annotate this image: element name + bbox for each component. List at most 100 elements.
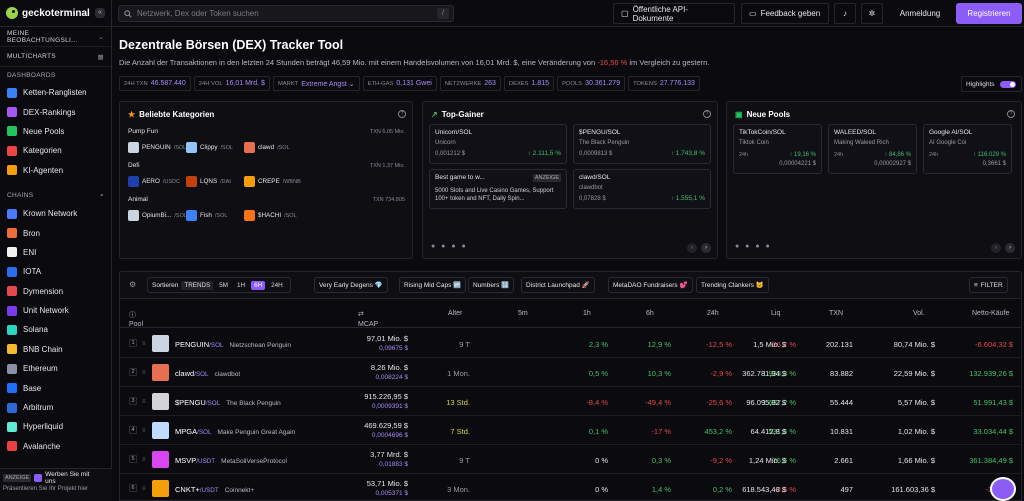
category-token[interactable]: $HACHI/SOL — [244, 210, 297, 221]
sort-control[interactable]: Sortieren TRENDS 5M 1H 6H 24H — [147, 277, 291, 293]
stat-value[interactable]: Extreme Angst ⌄ — [301, 80, 355, 88]
sidebar-item[interactable]: Dymension — [0, 282, 111, 301]
carousel-dots[interactable]: ● ● ● ● — [431, 243, 468, 250]
tf-6h[interactable]: 6H — [251, 280, 266, 290]
pin-icon[interactable]: ≡ — [142, 399, 146, 405]
register-button[interactable]: Registrieren — [956, 3, 1022, 24]
next-button[interactable]: › — [1005, 243, 1015, 253]
category-token[interactable]: clawd/SOL — [244, 142, 290, 153]
col-24h[interactable]: 24h — [707, 310, 719, 317]
gainer-card[interactable]: clawd/SOL clawdbot 0,07828 $ ↑ 1.555,1 % — [573, 169, 711, 209]
preset-filter-pill[interactable]: District Launchpad 🚀 — [521, 277, 595, 293]
multicharts-section[interactable]: MULTICHARTS ▦ — [0, 47, 111, 67]
col-txn[interactable]: TXN — [829, 310, 843, 317]
highlights-toggle[interactable]: Highlights — [961, 76, 1022, 92]
tf-24h[interactable]: 24H — [271, 281, 283, 289]
login-button[interactable]: Anmeldung — [890, 3, 950, 24]
col-mcap[interactable]: MCAP ⇄ — [358, 311, 379, 328]
help-icon[interactable]: ? — [398, 110, 406, 118]
sidebar-item[interactable]: Hyperliquid — [0, 417, 111, 436]
assistant-button[interactable] — [990, 477, 1016, 501]
api-docs-button[interactable]: ▢ Öffentliche API-Dokumente — [613, 3, 735, 24]
category-token[interactable]: LQNS/DAI — [186, 176, 231, 187]
sidebar-item[interactable]: KI-Agenten — [0, 161, 111, 180]
preset-filter-pill[interactable]: Rising Mid Caps 🆙 — [399, 277, 467, 293]
category-name[interactable]: Defi — [128, 162, 140, 169]
table-row[interactable]: 6 ≡ CNKT+/USDT Coinnekt+ 53,71 Mio. $ 0,00537… — [120, 474, 1021, 500]
pool-name[interactable]: clawd/SOL clawdbot — [175, 369, 240, 378]
preset-filter-pill[interactable]: Very Early Degens 💎 — [314, 277, 388, 293]
pool-name[interactable]: MPGA/SOL Make Penguin Great Again — [175, 427, 295, 436]
sidebar-item[interactable]: Kategorien — [0, 141, 111, 160]
category-token[interactable]: Clippy/SOL — [186, 142, 233, 153]
sidebar-item[interactable]: Avalanche — [0, 437, 111, 456]
toggle-switch[interactable] — [999, 80, 1016, 88]
col-vol[interactable]: Vol. — [913, 310, 925, 317]
col-age[interactable]: Alter — [448, 310, 463, 317]
help-icon[interactable]: ? — [1007, 110, 1015, 118]
category-token[interactable]: PENGUIN/SOL — [128, 142, 186, 153]
category-name[interactable]: Pump Fun — [128, 128, 158, 135]
category-name[interactable]: Animal — [128, 196, 148, 203]
settings-icon[interactable]: ⚙ — [129, 280, 137, 289]
tf-5m[interactable]: 5M — [219, 281, 229, 289]
sidebar-item[interactable]: Solana — [0, 320, 111, 339]
sidebar-item[interactable]: DEX-Rankings — [0, 102, 111, 121]
sidebar-item[interactable]: IOTA — [0, 262, 111, 281]
table-row[interactable]: 1 ≡ PENGUIN/SOL Nietzschean Penguin 97,01 Mi… — [120, 329, 1021, 358]
preset-filter-pill[interactable]: Trending Clankers 🐱 — [696, 277, 769, 293]
watchlist-section[interactable]: MEINE BEOBACHTUNGSLI... ⌄ — [0, 27, 111, 47]
sort-trends[interactable]: TRENDS — [181, 280, 214, 290]
next-button[interactable]: › — [701, 243, 711, 253]
col-pool[interactable]: Pool ⓘ — [129, 312, 144, 328]
settings-button[interactable]: ✲ — [861, 3, 883, 24]
search-chains-icon[interactable]: ⌕ — [100, 191, 104, 199]
gainer-card[interactable]: Unicorn/SOL Unicorn 0,001212 $ ↑ 2.111,5… — [429, 124, 567, 164]
carousel-dots[interactable]: ● ● ● ● — [735, 243, 772, 250]
table-row[interactable]: 5 ≡ MSVP/USDT MetaSoilVerseProtocol 3,77 Mrd… — [120, 445, 1021, 474]
pin-icon[interactable]: ≡ — [142, 428, 146, 434]
notifications-button[interactable]: ♪ — [834, 3, 856, 24]
preset-filter-pill[interactable]: MetaDAO Fundraisers 💕 — [608, 277, 693, 293]
col-net-buys[interactable]: Netto-Käufe — [972, 310, 1010, 317]
col-6h[interactable]: 6h — [646, 310, 654, 317]
category-token[interactable]: AERO/USDC — [128, 176, 180, 187]
pin-icon[interactable]: ≡ — [142, 486, 146, 492]
sidebar-item[interactable]: Neue Pools — [0, 122, 111, 141]
help-icon[interactable]: ? — [703, 110, 711, 118]
col-5m[interactable]: 5m — [518, 310, 528, 317]
pool-card[interactable]: TikTokCoin/SOL Tiktok Coin 24h ↑ 19,16 % 0,0… — [733, 124, 822, 174]
ad-card[interactable]: Best game to w... ANZEIGE 5000 Slots and… — [429, 169, 567, 209]
category-token[interactable]: OpiumBi.../SOL — [128, 210, 187, 221]
feedback-button[interactable]: ▭ Feedback geben — [741, 3, 829, 24]
gainer-card[interactable]: $PENGU/SOL The Black Penguin 0,0009813 $… — [573, 124, 711, 164]
sidebar-ad[interactable]: ANZEIGE Werben Sie mit uns Präsentieren … — [0, 468, 112, 501]
tf-1h[interactable]: 1H — [237, 281, 246, 289]
table-row[interactable]: 3 ≡ $PENGU/SOL The Black Penguin 915.226,95 … — [120, 387, 1021, 416]
collapse-sidebar-icon[interactable]: « — [95, 8, 105, 18]
sidebar-item[interactable]: Unit Network — [0, 301, 111, 320]
sidebar-item[interactable]: Bron — [0, 223, 111, 242]
col-1h[interactable]: 1h — [583, 310, 591, 317]
sidebar-item[interactable]: Arbitrum — [0, 398, 111, 417]
pool-card[interactable]: Google AI/SOL AI Google Coi 24h ↑ 116.029 %… — [923, 124, 1012, 174]
table-row[interactable]: 4 ≡ MPGA/SOL Make Penguin Great Again 469.62… — [120, 416, 1021, 445]
category-token[interactable]: Fish/SOL — [186, 210, 227, 221]
preset-filter-pill[interactable]: Numbers 🔢 — [468, 277, 515, 293]
prev-button[interactable]: ‹ — [687, 243, 697, 253]
sidebar-item[interactable]: Base — [0, 378, 111, 397]
pool-name[interactable]: CNKT+/USDT Coinnekt+ — [175, 485, 254, 494]
filter-button[interactable]: ≡ FILTER — [969, 277, 1008, 293]
prev-button[interactable]: ‹ — [991, 243, 1001, 253]
category-token[interactable]: CREPE/WBNB — [244, 176, 301, 187]
sidebar-item[interactable]: ENI — [0, 243, 111, 262]
pin-icon[interactable]: ≡ — [142, 457, 146, 463]
logo[interactable]: geckoterminal « — [0, 0, 112, 27]
sidebar-item[interactable]: Ethereum — [0, 359, 111, 378]
pool-card[interactable]: WALEED/SOL Making Waleed Rich 24h ↑ 84,86 %… — [828, 124, 917, 174]
pin-icon[interactable]: ≡ — [142, 341, 146, 347]
sidebar-item[interactable]: Krown Network — [0, 204, 111, 223]
sidebar-item[interactable]: Ketten-Ranglisten — [0, 83, 111, 102]
pool-name[interactable]: PENGUIN/SOL Nietzschean Penguin — [175, 340, 291, 349]
pool-name[interactable]: $PENGU/SOL The Black Penguin — [175, 398, 281, 407]
